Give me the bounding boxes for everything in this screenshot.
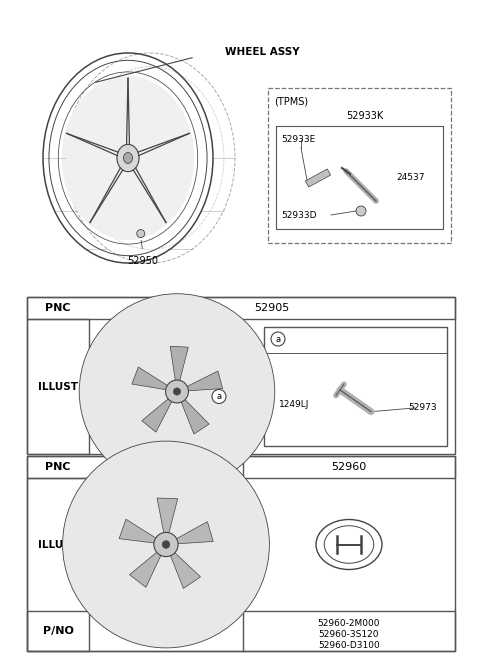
Text: (TPMS): (TPMS) xyxy=(274,97,308,107)
Polygon shape xyxy=(130,551,161,587)
Ellipse shape xyxy=(125,340,229,443)
Text: ILLUST: ILLUST xyxy=(38,382,78,392)
Ellipse shape xyxy=(162,541,170,549)
Polygon shape xyxy=(157,498,178,534)
Text: 52933E: 52933E xyxy=(281,135,315,144)
Polygon shape xyxy=(170,552,201,589)
FancyArrow shape xyxy=(305,169,331,187)
Polygon shape xyxy=(119,519,156,543)
Bar xyxy=(27,611,455,651)
Ellipse shape xyxy=(154,532,178,556)
Text: 52910B: 52910B xyxy=(144,462,187,472)
Text: 52905-M5420: 52905-M5420 xyxy=(146,329,208,338)
Circle shape xyxy=(271,332,285,346)
Bar xyxy=(27,297,455,454)
Ellipse shape xyxy=(166,380,189,403)
Polygon shape xyxy=(186,371,223,391)
Text: 52905: 52905 xyxy=(254,303,289,313)
Bar xyxy=(27,478,89,651)
Bar xyxy=(27,456,455,478)
Ellipse shape xyxy=(79,294,275,489)
Polygon shape xyxy=(170,346,188,382)
Ellipse shape xyxy=(123,152,132,164)
Text: 52933K: 52933K xyxy=(346,111,383,121)
Text: 1249LJ: 1249LJ xyxy=(279,400,310,409)
Text: ILLUST: ILLUST xyxy=(38,539,78,549)
Bar xyxy=(264,327,447,446)
Circle shape xyxy=(212,390,226,403)
Text: P/NO: P/NO xyxy=(43,626,73,636)
Circle shape xyxy=(137,229,145,238)
Text: 52910-M5210: 52910-M5210 xyxy=(132,626,200,636)
Text: 52933D: 52933D xyxy=(281,210,316,219)
Text: 52960-D3100: 52960-D3100 xyxy=(318,641,380,650)
Ellipse shape xyxy=(173,388,180,395)
Ellipse shape xyxy=(62,441,269,648)
Text: PNC: PNC xyxy=(45,462,71,472)
Polygon shape xyxy=(181,399,209,434)
Text: a: a xyxy=(276,334,281,344)
Text: WHEEL ASSY: WHEEL ASSY xyxy=(225,47,300,57)
Text: 52960: 52960 xyxy=(331,462,367,472)
Text: a: a xyxy=(216,392,222,401)
Text: 52960-3S120: 52960-3S120 xyxy=(319,630,379,639)
Bar xyxy=(27,456,455,651)
Text: 52973: 52973 xyxy=(408,403,437,413)
Text: 24537: 24537 xyxy=(396,173,425,183)
Bar xyxy=(27,297,455,319)
Bar xyxy=(276,126,443,229)
Ellipse shape xyxy=(111,489,221,599)
Ellipse shape xyxy=(62,76,194,240)
Bar xyxy=(268,88,451,243)
Polygon shape xyxy=(132,367,168,390)
Text: 52960-2M000: 52960-2M000 xyxy=(318,619,380,628)
Bar xyxy=(27,319,89,454)
Text: PNC: PNC xyxy=(45,303,71,313)
Polygon shape xyxy=(142,398,172,432)
Ellipse shape xyxy=(117,145,139,171)
Circle shape xyxy=(356,206,366,216)
Text: 52950: 52950 xyxy=(127,256,158,265)
Polygon shape xyxy=(176,522,213,544)
